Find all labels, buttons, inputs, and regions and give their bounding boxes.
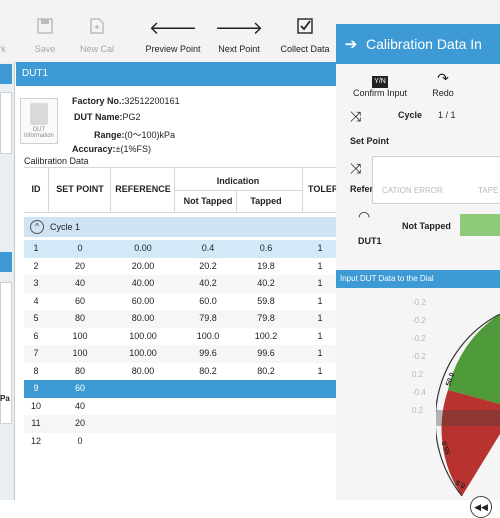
calibration-data-title: Calibration Data: [24, 156, 89, 166]
calibration-input-titlebar: ➔ Calibration Data In: [336, 24, 500, 64]
left-panel-unit: Pa: [0, 394, 10, 403]
not-tapped-input[interactable]: [460, 214, 500, 236]
col-id: ID: [31, 184, 41, 194]
chevron-up-icon: ^: [30, 220, 44, 234]
new-cal-button[interactable]: New Cal: [74, 0, 120, 62]
reference-input[interactable]: [372, 156, 500, 204]
accuracy-row: Accuracy:±(1%FS): [72, 144, 151, 154]
rewind-button[interactable]: ◀◀: [470, 496, 492, 518]
cycle-group-toggle[interactable]: ^ Cycle 1: [24, 217, 336, 237]
dut-panel: DUT1 DUT Information Factory No.:3251220…: [16, 62, 338, 500]
table-header: ID SET POINT REFERENCE Indication Not Ta…: [24, 167, 338, 213]
table-row[interactable]: 8 80 80.00 80.2 80.2 1: [33, 365, 323, 376]
dial-green-zone: [448, 314, 500, 404]
left-panel-strip: Pa: [0, 62, 15, 500]
left-panel-header: [0, 64, 12, 84]
bookmark-icon: [0, 14, 12, 42]
reference-label: Reference: [350, 184, 394, 194]
table-row[interactable]: 12 0: [30, 435, 83, 446]
ghost-column-tape: TAPE: [478, 186, 499, 195]
checkbox-icon: [276, 14, 334, 42]
cycle-value: 1 / 1: [438, 110, 456, 120]
new-document-icon: [74, 14, 120, 42]
dut-name-row: DUT Name:PG2: [74, 112, 141, 122]
back-arrow-icon[interactable]: ➔: [344, 36, 358, 53]
col-reference: REFERENCE: [115, 184, 171, 194]
dial-bar: Input DUT Data to the Dial: [336, 270, 500, 288]
not-tapped-label: Not Tapped: [402, 221, 451, 231]
redo-button[interactable]: ↷ Redo: [426, 68, 460, 98]
confirm-input-button[interactable]: Y/N Confirm Input: [350, 68, 410, 98]
ghost-column-error: CATION ERROR: [382, 186, 443, 195]
left-panel-header-2: [0, 252, 12, 272]
table-row-current[interactable]: 9 60: [24, 380, 336, 398]
factory-no-row: Factory No.:32512200161: [72, 96, 180, 106]
table-row[interactable]: 7 100 100.00 99.6 99.6 1: [24, 345, 336, 363]
dut1-label: DUT1: [358, 236, 382, 246]
set-point-label: Set Point: [350, 136, 390, 146]
table-row[interactable]: 3 40 40.00 40.2 40.2 1: [24, 275, 336, 293]
shuffle-icon: ⤨: [350, 108, 362, 124]
table-row[interactable]: 11 20: [24, 415, 336, 433]
arrow-left-icon: 🡐: [148, 18, 198, 38]
calibration-rows: 1 0 0.00 0.4 0.6 1 2 20 20.00 20.2 19.8 …: [24, 240, 336, 450]
collect-data-button[interactable]: Collect Data: [276, 0, 334, 62]
pressure-dial[interactable]: 50.0 55.0 0.5: [434, 313, 500, 500]
table-row[interactable]: 10 40: [30, 400, 85, 411]
next-point-button[interactable]: 🡒 Next Point: [214, 0, 264, 62]
gauge-icon: ◠: [358, 208, 371, 224]
table-row[interactable]: 1 0 0.00 0.4 0.6 1: [24, 240, 336, 258]
save-button[interactable]: Save: [26, 0, 64, 62]
save-icon: [26, 14, 64, 42]
range-row: Range:(0～100)kPa: [94, 130, 176, 140]
left-panel-box: [0, 92, 12, 154]
col-tapped: Tapped: [250, 196, 282, 206]
col-set-point: SET POINT: [56, 184, 104, 194]
col-indication: Indication: [216, 176, 260, 186]
yes-no-icon: Y/N: [350, 68, 410, 88]
table-row[interactable]: 6 100 100.00 100.0 100.2 1: [33, 330, 323, 341]
left-panel-box-2: [0, 282, 12, 424]
dut-panel-header: DUT1: [16, 62, 336, 86]
dut-information-button[interactable]: DUT Information: [20, 98, 58, 144]
preview-point-button[interactable]: 🡐 Preview Point: [142, 0, 204, 62]
table-row[interactable]: 2 20 20.00 20.2 19.8 1: [33, 260, 323, 271]
col-tolerance: TOLER: [308, 184, 339, 194]
gauge-device-icon: [30, 103, 48, 125]
col-not-tapped: Not Tapped: [183, 196, 233, 206]
cycle-label: Cycle: [398, 110, 423, 120]
arrow-right-icon: 🡒: [214, 18, 264, 38]
table-row[interactable]: 5 80 80.00 79.8 79.8 1: [24, 310, 336, 328]
dial-red-zone: [441, 390, 500, 496]
redo-icon: ↷: [437, 70, 449, 86]
shuffle-icon-2: ⤨: [350, 160, 362, 176]
rewind-icon: ◀◀: [474, 502, 488, 512]
bookmark-button[interactable]: rk: [0, 0, 12, 62]
table-row[interactable]: 4 60 60.00 60.0 59.8 1: [33, 295, 323, 306]
calibration-input-window: ➔ Calibration Data In Y/N Confirm Input ↷…: [336, 24, 500, 518]
